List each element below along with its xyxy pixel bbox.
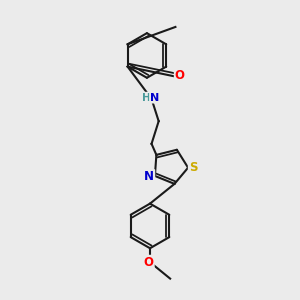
- Text: O: O: [144, 256, 154, 269]
- Text: O: O: [175, 69, 185, 82]
- Text: N: N: [144, 170, 154, 183]
- Text: S: S: [189, 160, 197, 174]
- Text: H: H: [142, 93, 150, 103]
- Text: N: N: [150, 93, 159, 103]
